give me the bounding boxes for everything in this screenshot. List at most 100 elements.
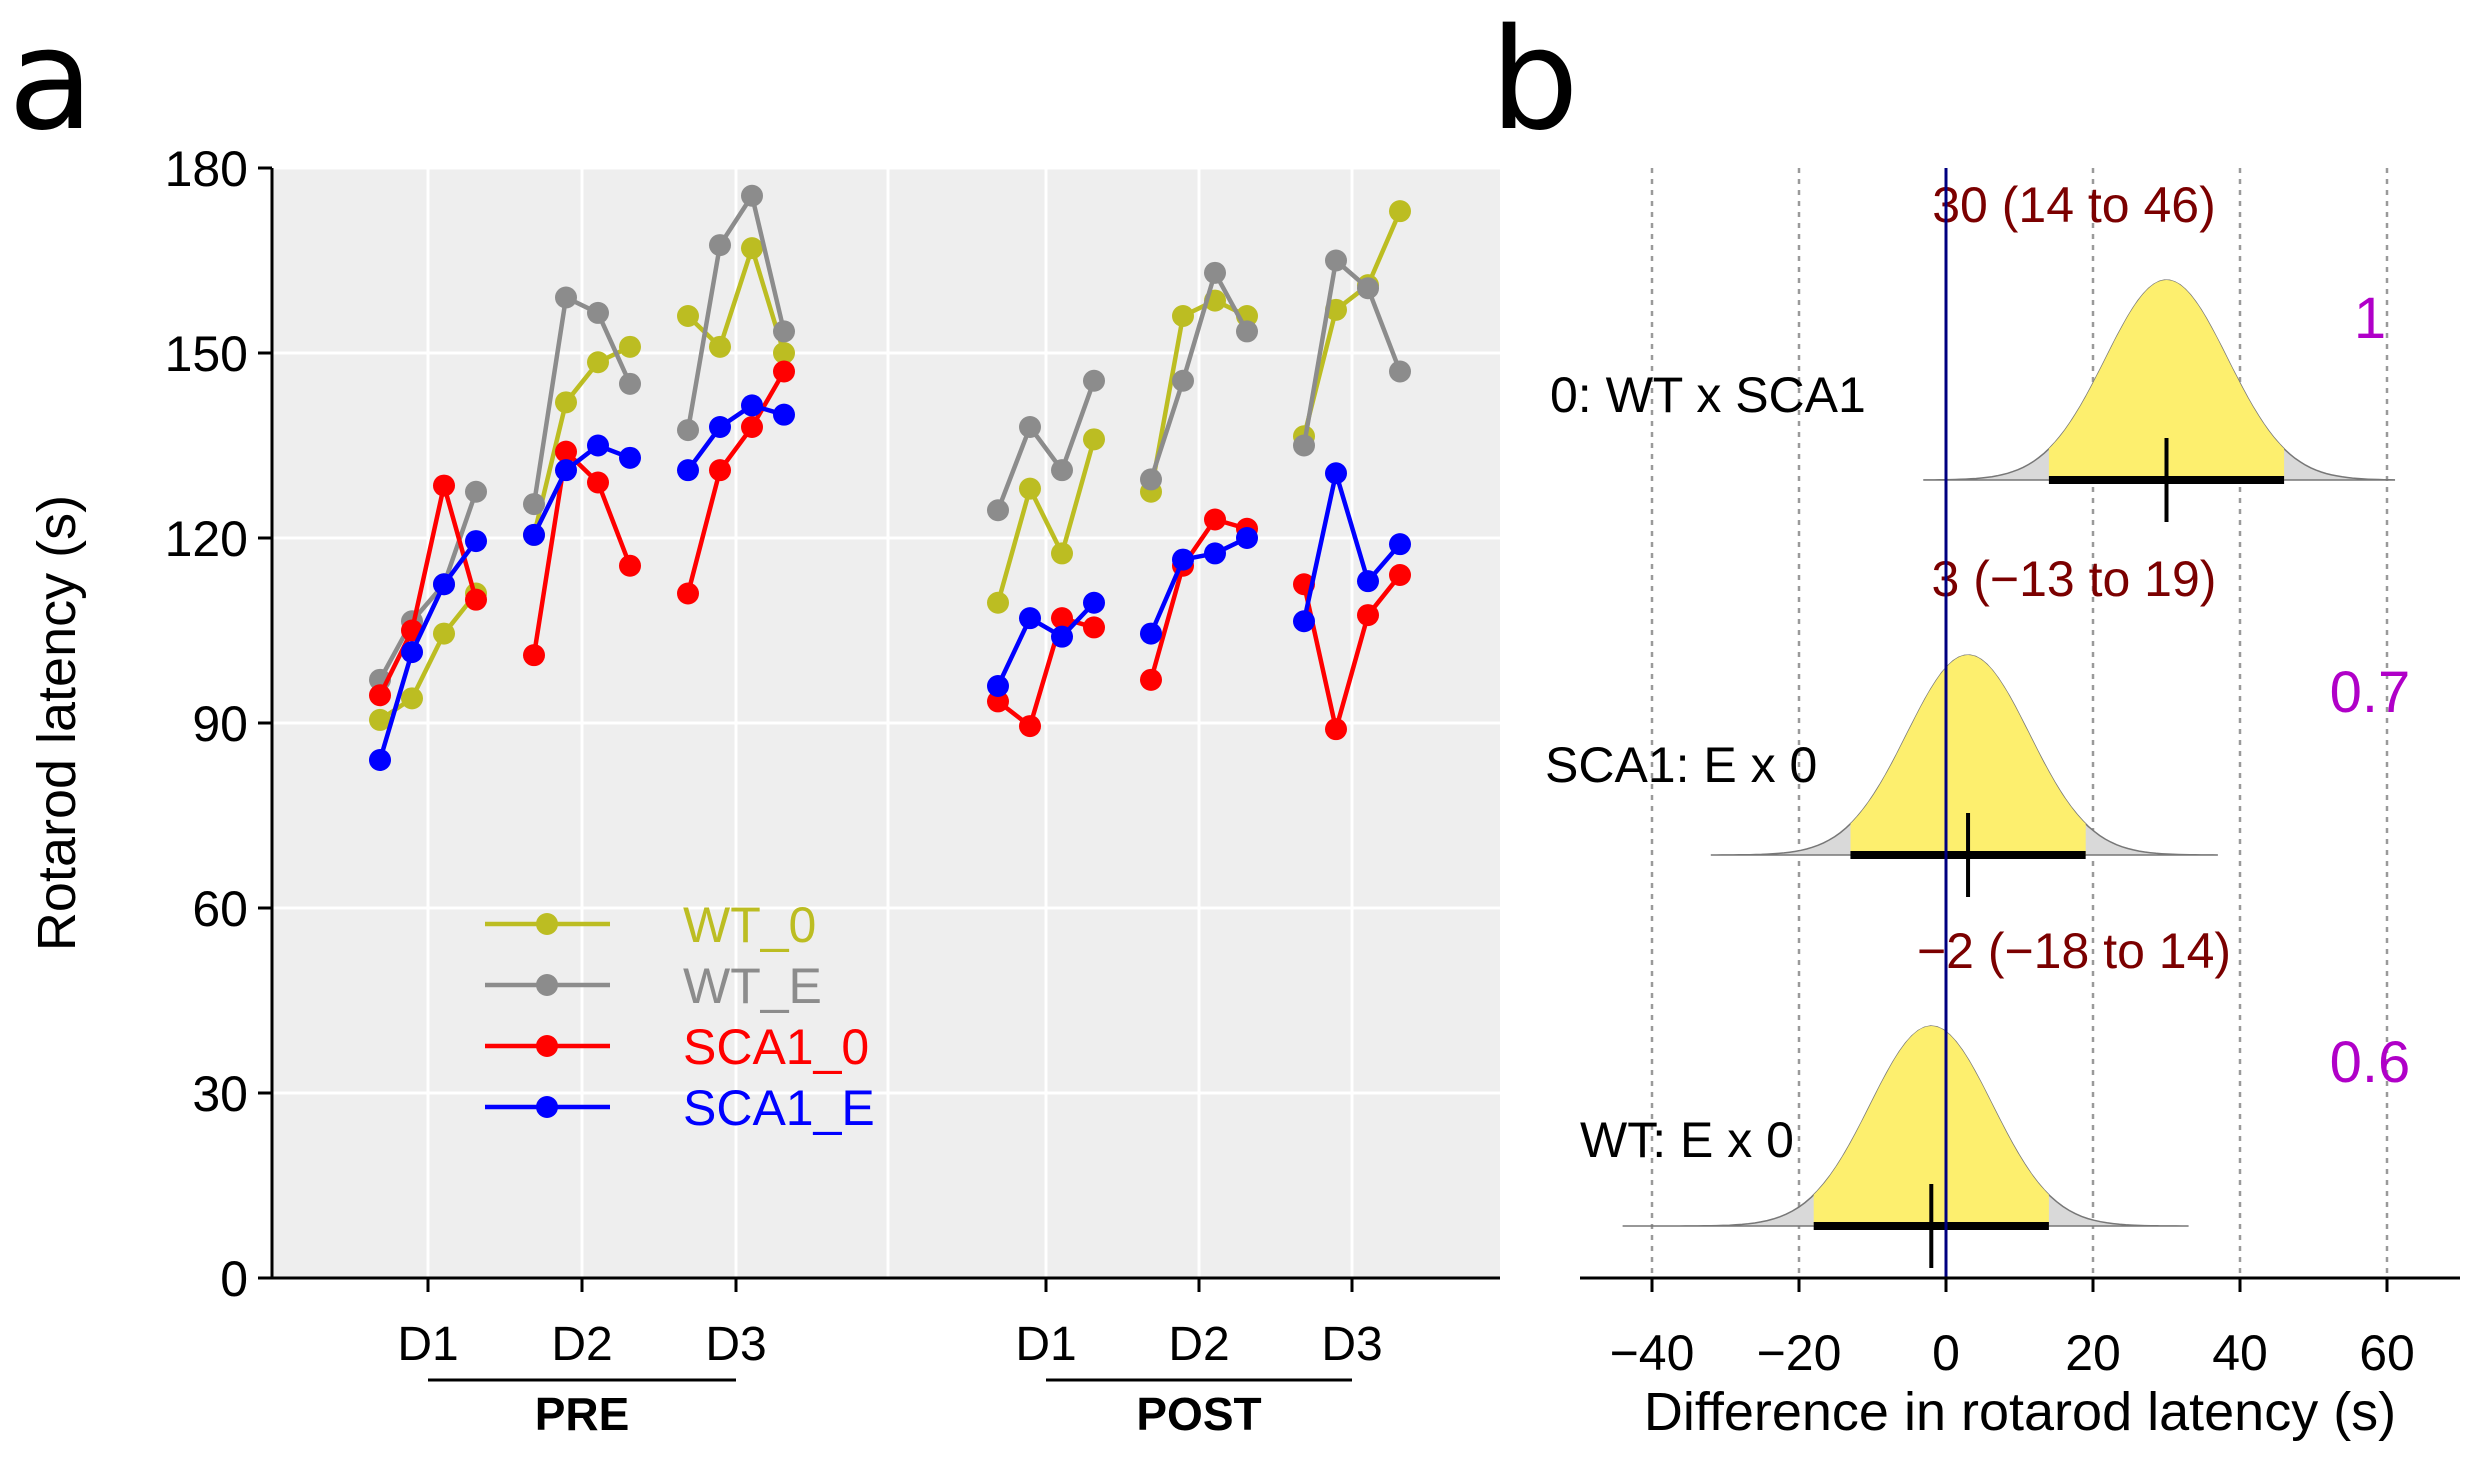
data-point-SCA1_0	[619, 554, 641, 577]
data-point-WT_0	[587, 351, 609, 374]
data-point-WT_0	[433, 622, 455, 645]
data-point-SCA1_E	[1236, 527, 1258, 549]
x-tick-label-day: D3	[705, 1318, 766, 1371]
data-point-SCA1_E	[1357, 570, 1379, 593]
data-point-WT_0	[1083, 428, 1105, 451]
probability-text: 0.7	[2330, 660, 2411, 725]
data-point-WT_E	[1236, 320, 1258, 343]
data-point-SCA1_0	[1357, 604, 1379, 627]
x-axis-label: Difference in rotarod latency (s)	[1644, 1382, 2396, 1442]
data-point-WT_E	[1204, 261, 1226, 284]
estimate-text: 3 (−13 to 19)	[1932, 551, 2217, 607]
legend-label-WT_0: WT_0	[683, 897, 816, 953]
series-line-SCA1_E	[995, 601, 1096, 687]
data-point-SCA1_E	[773, 403, 795, 426]
y-tick-label: 180	[165, 141, 248, 197]
probability-text: 0.6	[2330, 1030, 2411, 1095]
data-point-SCA1_E	[401, 641, 423, 664]
data-point-SCA1_0	[987, 690, 1009, 713]
data-point-WT_E	[1019, 416, 1041, 438]
data-point-SCA1_0	[523, 644, 545, 667]
data-point-WT_0	[987, 591, 1009, 614]
data-point-SCA1_E	[709, 416, 731, 438]
series-line-SCA1_E	[686, 403, 785, 472]
x-tick-label: 20	[2065, 1325, 2121, 1381]
x-tick-label: −20	[1757, 1325, 1842, 1381]
estimate-text: 30 (14 to 46)	[1932, 177, 2216, 233]
series-line-SCA1_E	[1148, 535, 1248, 635]
data-point-SCA1_E	[587, 434, 609, 457]
panel-label-a: a	[8, 0, 94, 162]
data-point-SCA1_0	[677, 582, 699, 605]
series-line-WT_0	[995, 438, 1097, 604]
data-point-SCA1_E	[1051, 625, 1073, 648]
y-tick-label: 150	[165, 326, 248, 382]
series-line-SCA1_E	[377, 539, 478, 761]
phase-label: POST	[1136, 1388, 1261, 1440]
data-point-SCA1_0	[1325, 718, 1347, 741]
x-tick-label: 60	[2359, 1325, 2415, 1381]
series-line-WT_E	[1301, 258, 1403, 446]
data-point-SCA1_0	[465, 588, 487, 611]
data-point-WT_E	[1083, 369, 1105, 392]
panel-label-b: b	[1490, 0, 1579, 162]
comparison-label: 0: WT x SCA1	[1550, 367, 1866, 423]
data-point-WT_E	[1389, 360, 1411, 383]
data-point-WT_E	[773, 320, 795, 343]
x-tick-label-day: D2	[1168, 1318, 1229, 1371]
data-point-WT_E	[523, 493, 545, 516]
legend-marker-SCA1_E	[536, 1096, 558, 1118]
y-tick-label: 0	[220, 1251, 248, 1307]
x-tick-label-day: D2	[551, 1318, 612, 1371]
data-point-WT_0	[773, 342, 795, 364]
grid-lines	[1650, 168, 2389, 1278]
data-point-SCA1_E	[1140, 622, 1162, 645]
data-point-WT_0	[1019, 477, 1041, 500]
legend-marker-WT_E	[536, 974, 558, 996]
data-point-SCA1_E	[741, 394, 763, 417]
series-line-SCA1_0	[531, 449, 633, 656]
data-point-SCA1_E	[523, 523, 545, 546]
data-point-SCA1_E	[1172, 548, 1194, 571]
data-point-SCA1_E	[465, 530, 487, 553]
series-line-SCA1_0	[1148, 517, 1248, 681]
legend-marker-SCA1_0	[536, 1035, 558, 1057]
data-point-WT_E	[741, 184, 763, 207]
data-point-SCA1_E	[677, 459, 699, 482]
data-point-WT_E	[1172, 369, 1194, 392]
series-line-WT_0	[1301, 210, 1403, 437]
series-line-WT_E	[995, 379, 1097, 512]
y-tick-label: 60	[192, 881, 248, 937]
data-point-WT_0	[1172, 305, 1194, 327]
y-tick-label: 90	[192, 696, 248, 752]
data-point-WT_E	[709, 234, 731, 257]
grid-lines	[272, 166, 1500, 1278]
data-point-WT_E	[555, 286, 577, 309]
data-point-SCA1_0	[1389, 564, 1411, 586]
data-point-SCA1_0	[1204, 508, 1226, 531]
data-point-WT_0	[741, 237, 763, 260]
data-point-WT_0	[709, 335, 731, 358]
comparison-label: WT: E x 0	[1580, 1112, 1794, 1168]
series-lines	[369, 184, 1411, 771]
data-point-WT_E	[987, 499, 1009, 522]
data-point-SCA1_0	[369, 684, 391, 707]
data-point-SCA1_0	[1051, 607, 1073, 630]
panel-a-line-chart: 0 30 60 90 120 150 180 D1 D2 D3 PRE D1 D2 D3 POST Rot…	[27, 141, 1500, 1440]
data-point-WT_0	[369, 708, 391, 731]
data-point-WT_E	[465, 480, 487, 503]
phase-label: PRE	[535, 1388, 630, 1440]
data-point-WT_0	[401, 687, 423, 710]
x-tick-label-day: D1	[397, 1318, 458, 1371]
density-rows: 0: WT x SCA1 30 (14 to 46) 1 SCA1: E x 0 3 (…	[1545, 177, 2410, 1268]
series-line-SCA1_0	[377, 483, 479, 697]
data-point-SCA1_0	[1140, 668, 1162, 691]
data-point-SCA1_E	[369, 749, 391, 771]
density-interval	[1850, 655, 2086, 855]
data-point-SCA1_E	[1204, 542, 1226, 565]
data-point-WT_E	[1357, 277, 1379, 300]
series-line-SCA1_0	[1301, 573, 1402, 732]
data-point-WT_0	[1389, 200, 1411, 223]
data-point-WT_E	[619, 372, 641, 395]
